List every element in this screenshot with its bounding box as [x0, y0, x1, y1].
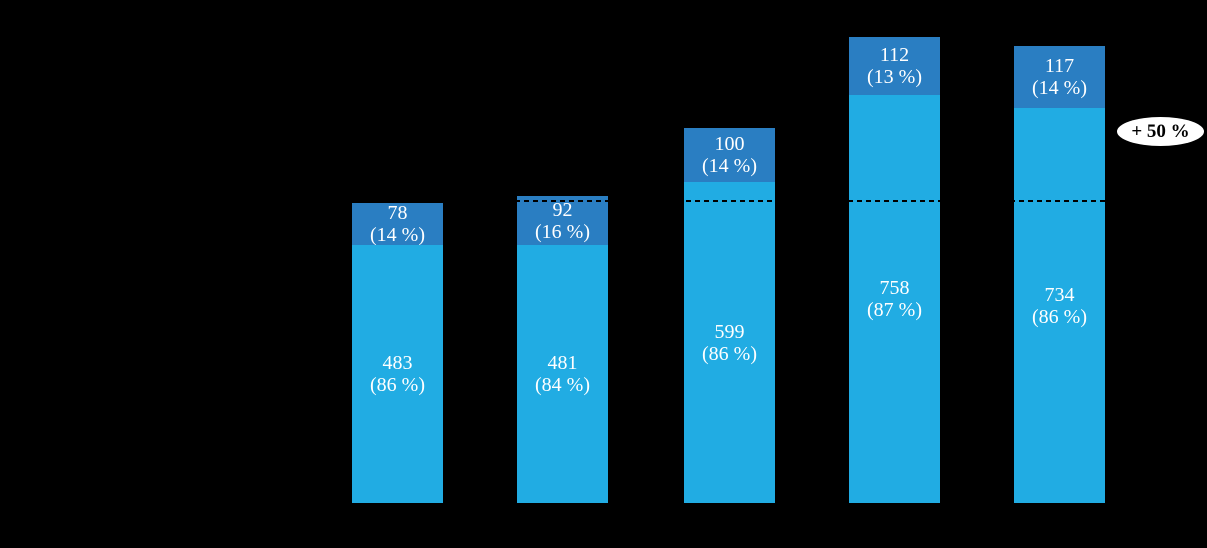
bar5-top-segment: 117 (14 %)	[1014, 46, 1105, 108]
bar5-top-value: 117	[1044, 55, 1075, 77]
bar1-top-segment: 78 (14 %)	[352, 202, 443, 246]
bar4-top-segment: 112 (13 %)	[849, 37, 940, 95]
bar4-bottom-value: 758	[879, 277, 910, 299]
bar3-bottom-percent: (86 %)	[702, 342, 757, 365]
bar3-bottom-segment: 599 (86 %)	[684, 182, 775, 503]
growth-badge: + 50 %	[1117, 117, 1204, 146]
bar2-top-segment: 92 (16 %)	[517, 196, 608, 245]
bar3-bottom-value: 599	[714, 320, 745, 343]
bar1-top-percent: (14 %)	[370, 224, 425, 246]
dashed-reference-line	[443, 200, 1107, 202]
bar1-bottom-percent: (86 %)	[370, 374, 425, 396]
bar1-bottom-value: 483	[382, 352, 413, 374]
bar5-bottom-value: 734	[1044, 283, 1075, 306]
bar2-top-value: 92	[552, 198, 573, 221]
growth-badge-label: + 50 %	[1131, 120, 1190, 142]
bar4-bottom-percent: (87 %)	[867, 299, 922, 321]
bar5-bottom-segment: 734 (86 %)	[1014, 108, 1105, 503]
bar5-bottom-percent: (86 %)	[1032, 305, 1087, 328]
bar1-top-value: 78	[387, 202, 408, 224]
bar3-top-percent: (14 %)	[702, 155, 757, 177]
bar2-bottom-percent: (84 %)	[535, 374, 590, 396]
bar5-top-percent: (14 %)	[1032, 77, 1087, 99]
bar2-bottom-value: 481	[547, 352, 578, 374]
bar2-top-percent: (16 %)	[535, 220, 590, 243]
bar1-bottom-segment: 483 (86 %)	[352, 245, 443, 503]
bar4-bottom-segment: 758 (87 %)	[849, 95, 940, 503]
bar4-top-value: 112	[879, 44, 910, 66]
bar3-top-value: 100	[714, 133, 745, 155]
bar3-top-segment: 100 (14 %)	[684, 128, 775, 182]
bar2-bottom-segment: 481 (84 %)	[517, 245, 608, 503]
bar4-top-percent: (13 %)	[867, 66, 922, 88]
